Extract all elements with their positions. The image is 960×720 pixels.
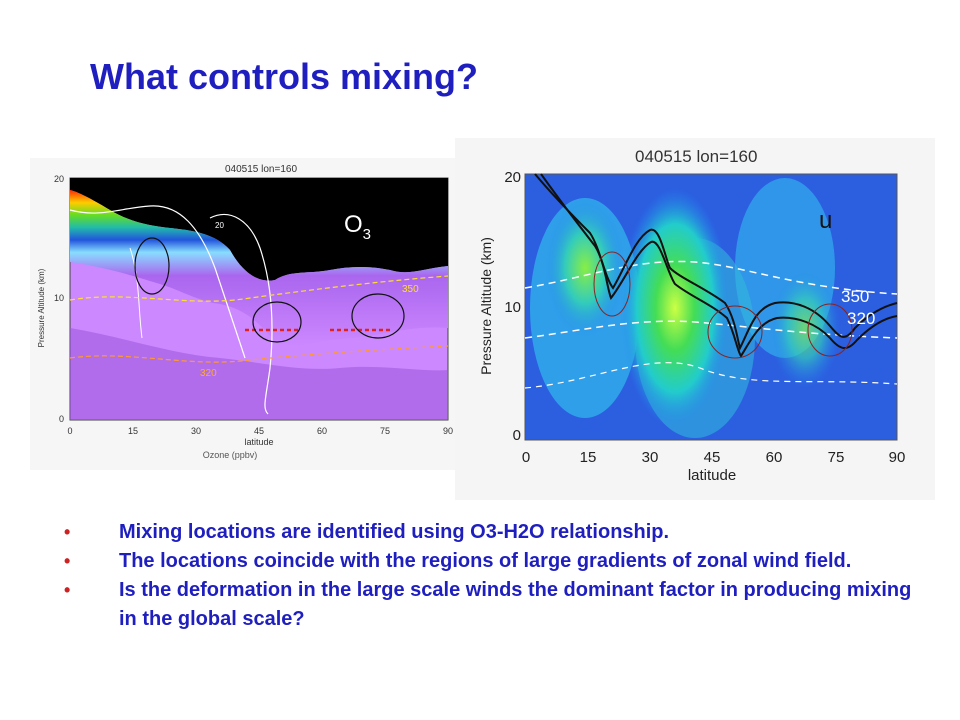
ozone-x-axis-label: latitude (244, 437, 273, 447)
mixing-location-circle (707, 305, 763, 359)
wind-y-tick: 10 (504, 299, 521, 316)
wind-plot-svg: 040515 lon=160 u 350 320 Pressure Altitu… (478, 147, 906, 484)
ozone-high-region (70, 178, 448, 281)
wind-x-tick: 15 (580, 449, 597, 466)
contour-label: 320 (847, 309, 875, 328)
ozone-isentrope-350 (69, 275, 449, 302)
wind-x-tick: 0 (522, 449, 530, 466)
wind-isentrope (524, 362, 898, 389)
wind-x-tick: 60 (766, 449, 783, 466)
ozone-species-label: O3 (344, 211, 371, 243)
wind-y-tick: 0 (513, 427, 521, 444)
wind-plot-title: 040515 lon=160 (635, 147, 757, 166)
ozone-x-tick: 90 (443, 426, 453, 436)
ozone-x-tick: 30 (191, 426, 201, 436)
wind-jet-core (620, 188, 730, 428)
bullet-item: • The locations coincide with the region… (60, 547, 920, 576)
ozone-y-tick: 0 (59, 414, 64, 424)
ozone-contour-line (129, 247, 143, 339)
bullet-list: • Mixing locations are identified using … (60, 518, 920, 634)
ozone-cross-section-figure: 040515 lon=160 O3 20 350 320 Pressure Al… (30, 158, 462, 470)
bullet-marker: • (64, 551, 71, 571)
wind-x-tick: 30 (642, 449, 659, 466)
bullet-text: Mixing locations are identified using O3… (119, 521, 670, 543)
ozone-contour-line (69, 205, 246, 359)
ozone-isentrope-320 (69, 345, 449, 363)
contour-label: 350 (402, 284, 419, 295)
mixing-location-circle (807, 303, 853, 357)
wind-x-axis-label: latitude (688, 467, 736, 484)
wind-jet-core (545, 198, 625, 338)
mixing-location-circle (593, 251, 631, 317)
ozone-y-tick: 10 (54, 293, 64, 303)
ozone-y-axis-label: Pressure Altitude (km) (37, 268, 46, 347)
wind-tropopause-line (540, 173, 898, 358)
wind-y-tick: 20 (504, 169, 521, 186)
wind-x-tick: 75 (828, 449, 845, 466)
ozone-lower-layer (70, 328, 448, 420)
wind-y-axis-label: Pressure Altitude (km) (478, 237, 494, 375)
bullet-item: • Is the deformation in the large scale … (60, 576, 920, 634)
slide-title: What controls mixing? (90, 56, 479, 97)
bullet-marker: • (64, 580, 71, 600)
ozone-gradient-band (70, 190, 448, 346)
mixing-location-circle (134, 237, 170, 295)
ozone-y-tick: 20 (54, 174, 64, 184)
ozone-x-tick: 45 (254, 426, 264, 436)
wind-isentrope-320 (524, 320, 898, 339)
ozone-x-tick: 75 (380, 426, 390, 436)
wind-jet-core (770, 268, 840, 388)
contour-label: 320 (200, 368, 217, 379)
ozone-x-tick: 15 (128, 426, 138, 436)
mixing-location-circle (351, 293, 405, 339)
wind-isentrope-350 (524, 260, 898, 295)
ozone-caption: Ozone (ppbv) (203, 450, 258, 460)
bullet-item: • Mixing locations are identified using … (60, 518, 920, 547)
ozone-x-tick: 0 (67, 426, 72, 436)
wind-x-tick: 45 (704, 449, 721, 466)
mixing-location-circle (252, 301, 302, 343)
contour-label: 350 (841, 287, 869, 306)
wind-cross-section-figure: 040515 lon=160 u 350 320 Pressure Altitu… (455, 138, 935, 500)
contour-label: 20 (215, 221, 224, 230)
bullet-marker: • (64, 522, 71, 542)
wind-variable-label: u (819, 207, 832, 234)
ozone-plot-title: 040515 lon=160 (225, 164, 297, 175)
ozone-x-tick: 60 (317, 426, 327, 436)
wind-x-tick: 90 (889, 449, 906, 466)
ozone-plot-svg: 040515 lon=160 O3 20 350 320 Pressure Al… (37, 164, 453, 460)
bullet-text: The locations coincide with the regions … (119, 550, 852, 572)
bullet-text: Is the deformation in the large scale wi… (119, 579, 912, 630)
